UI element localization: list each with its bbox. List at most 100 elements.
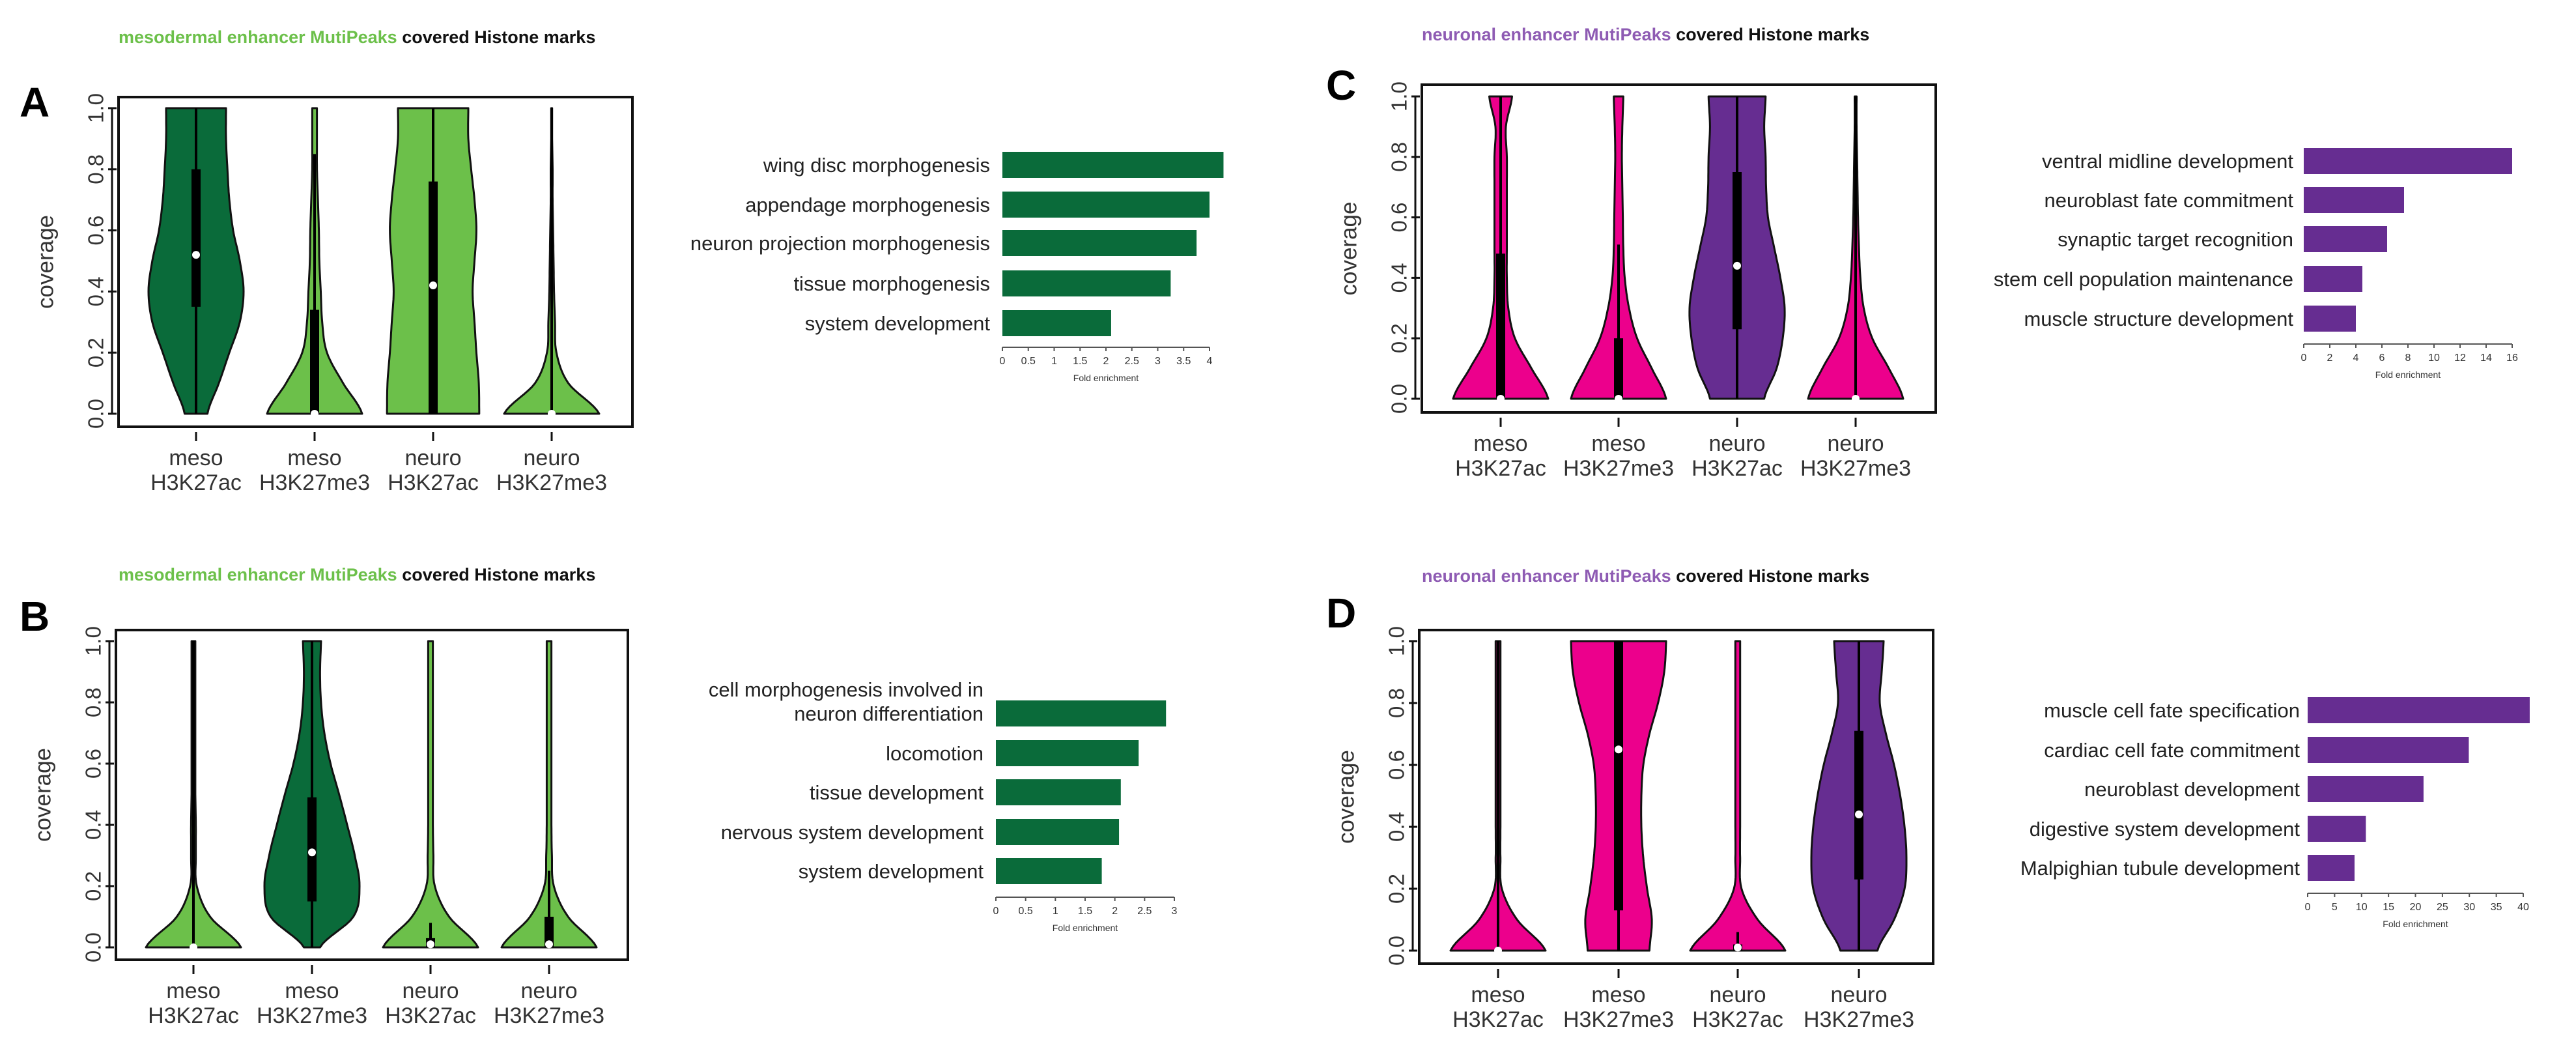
bar-label: appendage morphogenesis <box>745 194 990 216</box>
median-point <box>1494 947 1502 955</box>
panel-c-header: neuronal enhancer MutiPeaks covered Hist… <box>1326 25 1869 109</box>
bar-label: Malpighian tubule development <box>2020 857 2300 880</box>
median-point <box>427 940 434 949</box>
panel-title: neuronal enhancer MutiPeaks covered Hist… <box>1422 566 1869 586</box>
x-axis-label: Fold enrichment <box>2375 369 2441 380</box>
x-tick-label: 0 <box>2301 352 2307 364</box>
bar-label: digestive system development <box>2030 818 2300 841</box>
go-bar-chart-c: ventral midline development neuroblast fa… <box>1994 148 2518 380</box>
x-tick-label-line1: neuro <box>1709 431 1766 456</box>
x-tick-label: 6 <box>2379 352 2385 364</box>
panel-letter: C <box>1326 62 1356 109</box>
bar-label: ventral midline development <box>2042 150 2293 173</box>
median-point <box>1497 395 1505 403</box>
bar <box>996 740 1139 766</box>
x-tick-label-line1: meso <box>1591 983 1645 1007</box>
x-tick-label: 15 <box>2383 902 2394 913</box>
go-bar-chart-d: muscle cell fate specification cardiac ce… <box>2020 697 2530 929</box>
bar-label: neuron differentiation <box>794 702 984 725</box>
x-tick-label: 0 <box>1000 356 1006 367</box>
iqr-box <box>429 181 438 414</box>
bar-label: cell morphogenesis involved in <box>709 678 984 701</box>
violin-body <box>382 640 479 949</box>
x-tick-label: 10 <box>2356 902 2368 913</box>
plot-frame <box>115 629 629 961</box>
x-axis-label: Fold enrichment <box>2383 919 2448 929</box>
panel-title: mesodermal enhancer MutiPeaks covered Hi… <box>119 27 595 47</box>
panel-letter: B <box>20 593 50 640</box>
x-tick-label-line1: meso <box>285 979 339 1003</box>
x-tick-label-line1: meso <box>1473 431 1527 456</box>
bar <box>2304 306 2356 332</box>
y-tick-label: 0.2 <box>1387 323 1411 353</box>
x-tick-label-line1: meso <box>169 446 223 470</box>
x-tick-label: 0.5 <box>1019 906 1033 917</box>
x-tick-label-line2: H3K27me3 <box>259 470 370 495</box>
iqr-box <box>545 917 554 947</box>
x-tick-label: 4 <box>1207 356 1213 367</box>
violin-neuro-h3k27me3 <box>503 107 601 418</box>
bar <box>2304 187 2404 213</box>
x-tick-label-line2: H3K27ac <box>150 470 242 495</box>
x-tick-label-line1: neuro <box>405 446 462 470</box>
x-tick-label: 10 <box>2428 352 2440 364</box>
bar-label: locomotion <box>886 742 984 765</box>
y-tick-label: 1.0 <box>84 93 108 123</box>
y-tick-label: 0.2 <box>84 338 108 367</box>
median-point <box>1852 395 1860 403</box>
violin-meso-h3k27ac <box>147 107 245 415</box>
iqr-box <box>191 169 201 307</box>
violin-chart-d: 0.00.20.40.60.81.0coveragemesoH3K27acmes… <box>1334 626 1934 1032</box>
violin-neuro-h3k27me3 <box>1810 640 1908 952</box>
median-point <box>1734 943 1742 952</box>
x-tick-label: 30 <box>2463 902 2475 913</box>
bar-label: tissue development <box>810 781 984 804</box>
x-tick-label: 2.5 <box>1137 906 1152 917</box>
iqr-box <box>1614 338 1623 399</box>
y-tick-label: 0.8 <box>84 154 108 184</box>
panel-title: neuronal enhancer MutiPeaks covered Hist… <box>1422 25 1869 44</box>
title-rest: covered Histone marks <box>402 565 595 584</box>
median-point <box>1733 261 1741 270</box>
violin-neuro-h3k27me3 <box>1807 95 1904 403</box>
median-point <box>192 251 200 259</box>
median-point <box>1615 395 1622 403</box>
median-point <box>190 943 197 951</box>
bar <box>1002 152 1224 178</box>
bar <box>2308 855 2355 881</box>
y-tick-label: 0.0 <box>81 932 106 962</box>
panel-d-header: neuronal enhancer MutiPeaks covered Hist… <box>1326 566 1869 637</box>
x-tick-label-line2: H3K27me3 <box>496 470 607 495</box>
y-tick-label: 0.6 <box>81 749 106 779</box>
x-tick-label-line1: neuro <box>524 446 580 470</box>
x-tick-label: 2 <box>1112 906 1118 917</box>
y-tick-label: 0.0 <box>1387 384 1411 414</box>
y-tick-label: 1.0 <box>81 626 106 656</box>
x-axis-label: Fold enrichment <box>1053 923 1118 933</box>
bar <box>2304 148 2512 174</box>
bar <box>1002 230 1197 256</box>
y-tick-label: 0.4 <box>1387 263 1411 293</box>
violin-meso-h3k27me3 <box>1570 95 1667 403</box>
y-tick-label: 0.6 <box>84 216 108 246</box>
x-tick-label: 35 <box>2491 902 2502 913</box>
bar <box>2304 266 2362 292</box>
x-tick-label: 1 <box>1053 906 1058 917</box>
y-tick-label: 0.2 <box>81 871 106 901</box>
x-tick-label-line2: H3K27me3 <box>1800 456 1911 481</box>
bar <box>996 779 1121 805</box>
bar-label: nervous system development <box>721 821 984 844</box>
title-rest: covered Histone marks <box>1676 25 1869 44</box>
x-tick-label: 2 <box>2327 352 2333 364</box>
violin-chart-a: 0.00.20.40.60.81.0coveragemesoH3K27acmes… <box>33 93 634 495</box>
iqr-box <box>310 309 319 414</box>
bar <box>1002 192 1210 218</box>
iqr-box <box>1496 253 1505 399</box>
bar <box>2308 697 2530 723</box>
x-tick-label: 16 <box>2506 352 2518 364</box>
x-tick-label-line2: H3K27ac <box>148 1003 239 1028</box>
y-tick-label: 0.6 <box>1387 203 1411 233</box>
title-highlight: neuronal enhancer MutiPeaks <box>1422 25 1671 44</box>
bar-label: system development <box>805 312 991 335</box>
x-tick-label-line2: H3K27ac <box>1452 1007 1544 1032</box>
